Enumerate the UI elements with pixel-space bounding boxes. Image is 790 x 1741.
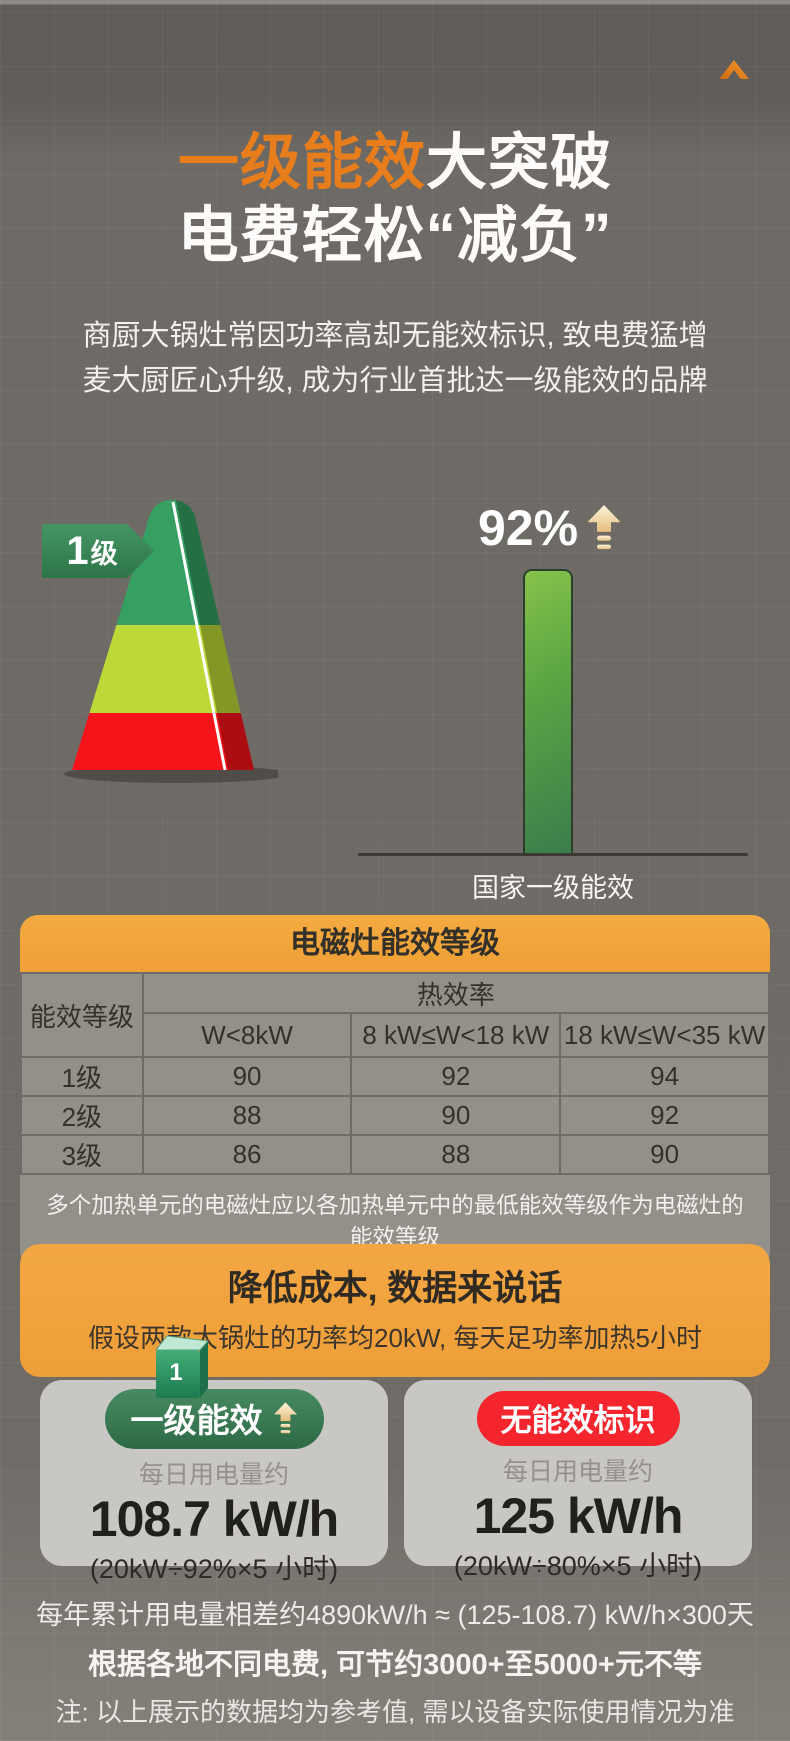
level1-box-icon: 1 [154, 1335, 210, 1398]
badge-no-label: 无能效标识 [476, 1391, 680, 1446]
row-value: 90 [141, 1056, 353, 1097]
footer-line1: 每年累计用电量相差约4890kW/h ≈ (125-108.7) kW/h×30… [36, 1600, 754, 1630]
row-level: 2级 [20, 1095, 144, 1136]
subtitle-line2: 麦大厨匠心升级, 成为行业首批达一级能效的品牌 [82, 365, 708, 397]
badge-suffix: 级 [90, 538, 118, 569]
bar-caption: 国家一级能效 [472, 873, 634, 903]
row-value: 88 [350, 1134, 562, 1175]
row-value: 92 [559, 1095, 770, 1136]
up-arrow-icon [587, 505, 621, 550]
hero-subtitle: 商厨大锅灶常因功率高却无能效标识, 致电费猛增 麦大厨匠心升级, 成为行业首批达… [0, 314, 790, 404]
row-level: 1级 [20, 1056, 144, 1097]
row-value: 90 [350, 1095, 562, 1136]
table-row: 2级 88 90 92 [20, 1095, 770, 1136]
up-arrow-icon [273, 1401, 297, 1433]
cost-panel: 降低成本, 数据来说话 假设两款大锅灶的功率均20kW, 每天足功率加热5小时 [20, 1244, 770, 1377]
col-header-0: W<8kW [141, 1012, 353, 1058]
row-value: 88 [141, 1095, 353, 1136]
row-value: 94 [559, 1056, 770, 1097]
title-highlight: 一级能效 [177, 128, 426, 196]
title-rest: 大突破 [426, 128, 613, 196]
badge-level1-label: 一级能效 [130, 1402, 263, 1439]
cost-panel-title: 降低成本, 数据来说话 [227, 1269, 563, 1308]
bar-percentage: 92% [477, 500, 579, 556]
card-level1-efficiency: 一级能效 每日用电量约 108.7 kW/h (20kW÷92%×5 小时) [40, 1380, 388, 1584]
svg-text:1: 1 [169, 1359, 182, 1386]
title-line2: 电费轻松“减负” [177, 201, 613, 269]
usage-formula: (20kW÷80%×5 小时) [453, 1550, 703, 1581]
badge-number: 1 [66, 529, 89, 573]
subtitle-line1: 商厨大锅灶常因功率高却无能效标识, 致电费猛增 [82, 320, 708, 352]
row-value: 86 [141, 1134, 353, 1175]
footer-line3: 注: 以上展示的数据均为参考值, 需以设备实际使用情况为准 [55, 1697, 735, 1727]
daily-usage-label: 每日用电量约 [502, 1458, 653, 1486]
footer-line2: 根据各地不同电费, 可节约3000+至5000+元不等 [87, 1649, 702, 1681]
cost-panel-subtitle: 假设两款大锅灶的功率均20kW, 每天足功率加热5小时 [88, 1323, 702, 1353]
col-header-1: 8 kW≤W<18 kW [350, 1012, 562, 1058]
row-level: 3级 [20, 1134, 144, 1175]
row-value: 90 [559, 1134, 770, 1175]
card-no-efficiency-label: 无能效标识 每日用电量约 125 kW/h (20kW÷80%×5 小时) [404, 1380, 752, 1581]
col-header-2: 18 kW≤W<35 kW [559, 1012, 770, 1058]
level-1-badge: 1 级 [42, 524, 154, 578]
table-row: 3级 86 88 90 [20, 1134, 770, 1175]
bar-baseline [358, 853, 748, 856]
badge-level1: 一级能效 [104, 1389, 324, 1449]
footer-notes: 每年累计用电量相差约4890kW/h ≈ (125-108.7) kW/h×30… [0, 1593, 790, 1729]
page-title: 一级能效大突破 电费轻松“减负” [0, 126, 790, 272]
table-title: 电磁灶能效等级 [20, 915, 770, 972]
daily-usage-value: 108.7 kW/h [89, 1491, 339, 1547]
row-value: 92 [350, 1056, 562, 1097]
usage-formula: (20kW÷92%×5 小时) [89, 1553, 339, 1584]
efficiency-bar [523, 569, 573, 853]
badge-no-label-text: 无能效标识 [500, 1403, 656, 1438]
col-header-level: 能效等级 [20, 972, 144, 1058]
bar-value-label: 92% [445, 503, 655, 553]
col-group-header: 热效率 [141, 972, 770, 1014]
daily-usage-label: 每日用电量约 [138, 1461, 289, 1489]
table-row: 1级 90 92 94 [20, 1056, 770, 1097]
brand-chevron-icon [719, 60, 749, 79]
efficiency-table: 电磁灶能效等级 能效等级 热效率 W<8kW 8 kW≤W<18 kW 18 k… [20, 915, 770, 1269]
daily-usage-value: 125 kW/h [473, 1488, 684, 1544]
